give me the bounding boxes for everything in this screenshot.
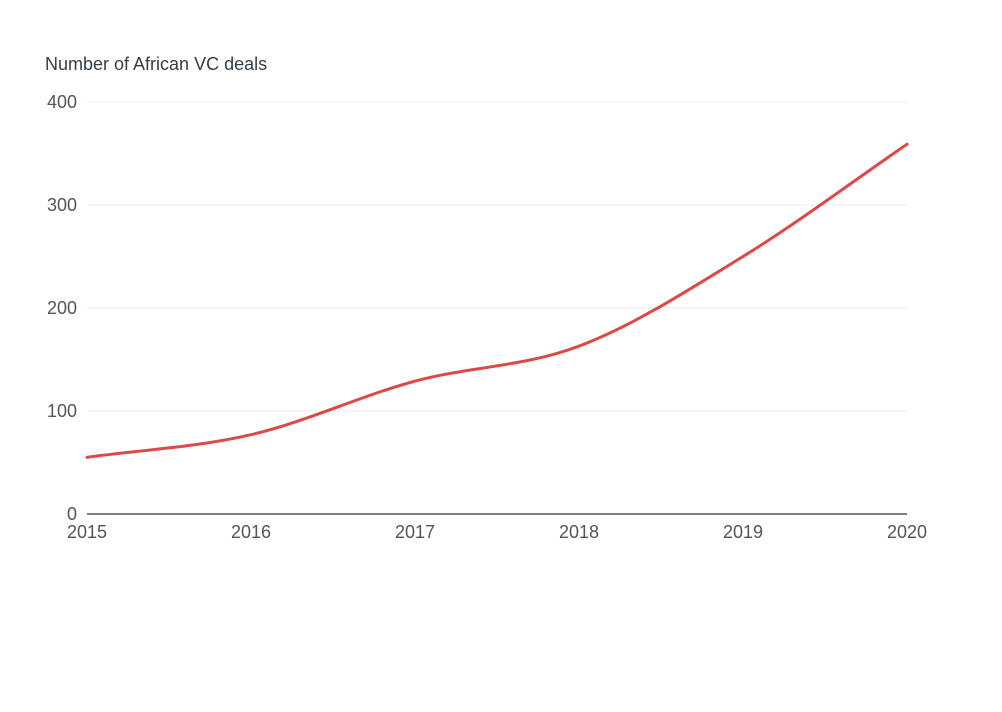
y-tick-label: 400 bbox=[47, 92, 77, 112]
x-axis-tick-labels: 2015 2016 2017 2018 2019 2020 bbox=[67, 522, 927, 542]
x-tick-label: 2020 bbox=[887, 522, 927, 542]
series-lines bbox=[85, 142, 909, 459]
y-tick-label: 0 bbox=[67, 504, 77, 524]
x-tick-label: 2019 bbox=[723, 522, 763, 542]
series-line bbox=[85, 142, 909, 459]
y-tick-label: 200 bbox=[47, 298, 77, 318]
gridlines bbox=[87, 101, 907, 412]
x-tick-label: 2015 bbox=[67, 522, 107, 542]
y-tick-label: 300 bbox=[47, 195, 77, 215]
y-axis-tick-labels: 0 100 200 300 400 bbox=[47, 92, 77, 524]
y-tick-label: 100 bbox=[47, 401, 77, 421]
x-tick-label: 2016 bbox=[231, 522, 271, 542]
x-tick-label: 2017 bbox=[395, 522, 435, 542]
chart-title: Number of African VC deals bbox=[45, 54, 267, 74]
x-tick-label: 2018 bbox=[559, 522, 599, 542]
